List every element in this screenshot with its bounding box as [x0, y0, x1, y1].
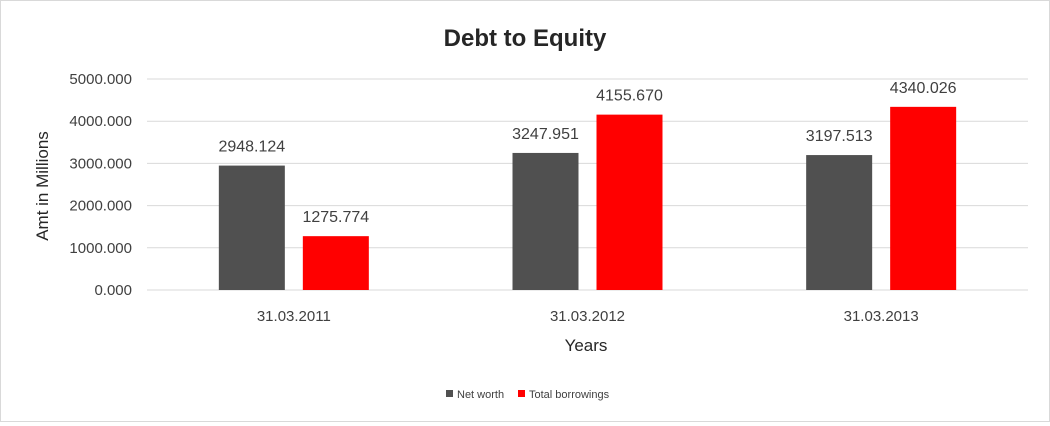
bar-total-borrowings — [890, 106, 957, 290]
bar-net-worth — [806, 155, 873, 290]
y-tick-label: 3000.000 — [69, 155, 132, 172]
data-label: 3197.513 — [806, 128, 873, 145]
data-label: 1275.774 — [302, 209, 369, 226]
data-label: 4340.026 — [890, 80, 957, 97]
y-tick-label: 1000.000 — [69, 240, 132, 257]
bar-total-borrowings — [596, 114, 663, 290]
x-axis-title: Years — [565, 336, 608, 355]
bar-net-worth — [512, 152, 579, 290]
y-tick-label: 0.000 — [94, 282, 132, 299]
legend-swatch — [518, 390, 525, 397]
x-tick-label: 31.03.2011 — [257, 308, 331, 325]
legend-label: Net worth — [457, 389, 504, 401]
legend-label: Total borrowings — [529, 389, 610, 401]
bars — [218, 106, 957, 290]
y-tick-label: 2000.000 — [69, 198, 132, 215]
chart-title: Debt to Equity — [444, 25, 607, 52]
bar-net-worth — [218, 165, 285, 290]
data-label: 2948.124 — [218, 139, 285, 156]
y-tick-label: 5000.000 — [69, 71, 132, 88]
data-label: 3247.951 — [512, 126, 579, 143]
data-label: 4155.670 — [596, 88, 663, 105]
legend: Net worth Total borrowings — [446, 389, 610, 401]
y-axis-title: Amt in Millions — [33, 131, 52, 241]
y-tick-label: 4000.000 — [69, 113, 132, 130]
y-axis-ticks: 0.000 1000.000 2000.000 3000.000 4000.000 500… — [69, 71, 132, 299]
gridlines — [147, 78, 1028, 291]
x-tick-label: 31.03.2012 — [550, 308, 625, 325]
x-tick-label: 31.03.2013 — [844, 308, 919, 325]
data-labels: 2948.124 1275.774 3247.951 4155.670 3197.513… — [218, 80, 956, 226]
legend-swatch — [446, 390, 453, 397]
bar-total-borrowings — [302, 236, 369, 290]
x-axis-ticks: 31.03.2011 31.03.2012 31.03.2013 — [257, 308, 919, 325]
